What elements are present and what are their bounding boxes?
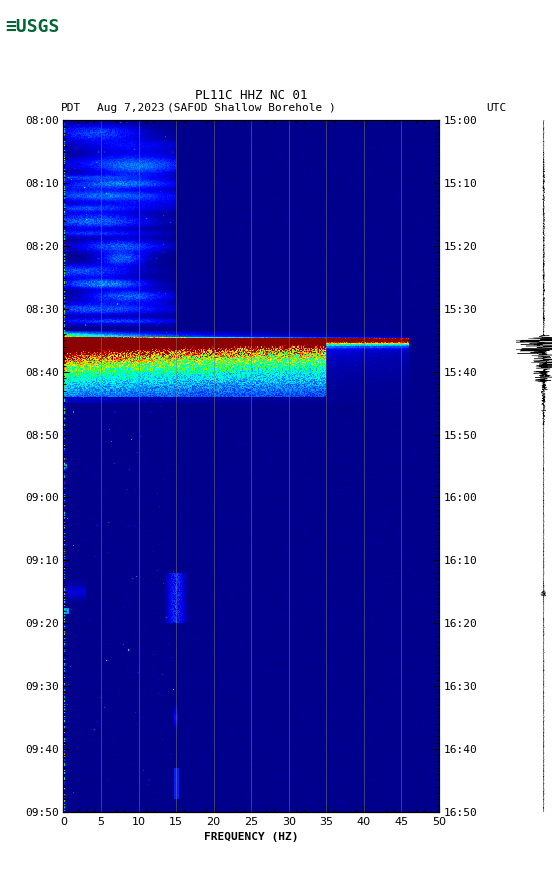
Text: (SAFOD Shallow Borehole ): (SAFOD Shallow Borehole ) [167,103,336,113]
Text: ≡USGS: ≡USGS [6,18,60,36]
Text: Aug 7,2023: Aug 7,2023 [97,103,164,113]
Text: PDT: PDT [61,103,81,113]
X-axis label: FREQUENCY (HZ): FREQUENCY (HZ) [204,832,299,842]
Text: UTC: UTC [486,103,506,113]
Text: PL11C HHZ NC 01: PL11C HHZ NC 01 [195,89,307,102]
